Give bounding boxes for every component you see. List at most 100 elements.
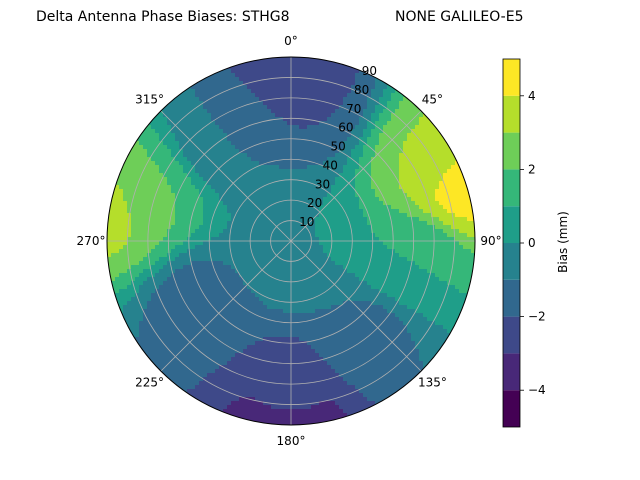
contour-cell xyxy=(203,265,208,270)
contour-cell xyxy=(411,73,416,78)
contour-cell xyxy=(183,69,188,74)
contour-cell xyxy=(463,113,468,118)
contour-cell xyxy=(235,85,240,90)
contour-cell xyxy=(299,117,304,122)
contour-cell xyxy=(451,65,456,70)
contour-cell xyxy=(251,145,256,150)
contour-cell xyxy=(419,233,424,238)
contour-cell xyxy=(339,261,344,266)
contour-cell xyxy=(395,253,400,258)
contour-cell xyxy=(275,73,280,78)
contour-cell xyxy=(119,129,124,134)
contour-cell xyxy=(319,137,324,142)
contour-cell xyxy=(347,157,352,162)
contour-cell xyxy=(123,273,128,278)
contour-cell xyxy=(275,145,280,150)
contour-cell xyxy=(451,177,456,182)
contour-cell xyxy=(251,105,256,110)
contour-cell xyxy=(443,113,448,118)
contour-cell xyxy=(151,129,156,134)
contour-cell xyxy=(239,137,244,142)
contour-cell xyxy=(263,145,268,150)
contour-cell xyxy=(123,69,128,74)
contour-cell xyxy=(383,221,388,226)
contour-cell xyxy=(163,241,168,246)
contour-cell xyxy=(415,237,420,242)
contour-cell xyxy=(383,157,388,162)
contour-cell xyxy=(455,113,460,118)
contour-cell xyxy=(443,237,448,242)
contour-cell xyxy=(315,197,320,202)
contour-cell xyxy=(171,245,176,250)
contour-cell xyxy=(331,121,336,126)
contour-cell xyxy=(255,161,260,166)
contour-cell xyxy=(395,157,400,162)
contour-cell xyxy=(435,245,440,250)
contour-cell xyxy=(279,157,284,162)
contour-cell xyxy=(355,209,360,214)
contour-cell xyxy=(467,197,472,202)
contour-cell xyxy=(115,97,120,102)
contour-cell xyxy=(315,193,320,198)
contour-cell xyxy=(167,85,172,90)
contour-cell xyxy=(267,73,272,78)
contour-cell xyxy=(123,149,128,154)
contour-cell xyxy=(151,197,156,202)
contour-cell xyxy=(123,129,128,134)
contour-cell xyxy=(107,197,112,202)
contour-cell xyxy=(371,225,376,230)
contour-cell xyxy=(403,89,408,94)
contour-cell xyxy=(315,201,320,206)
contour-cell xyxy=(235,257,240,262)
contour-cell xyxy=(211,225,216,230)
contour-cell xyxy=(447,97,452,102)
contour-cell xyxy=(283,117,288,122)
contour-cell xyxy=(159,169,164,174)
contour-cell xyxy=(263,205,268,210)
contour-cell xyxy=(367,213,372,218)
contour-cell xyxy=(195,201,200,206)
contour-cell xyxy=(231,185,236,190)
contour-cell xyxy=(331,185,336,190)
contour-cell xyxy=(167,165,172,170)
contour-cell xyxy=(447,161,452,166)
contour-cell xyxy=(335,237,340,242)
contour-cell xyxy=(411,261,416,266)
contour-cell xyxy=(119,77,124,82)
contour-cell xyxy=(331,189,336,194)
contour-cell xyxy=(383,253,388,258)
contour-cell xyxy=(447,169,452,174)
contour-cell xyxy=(163,157,168,162)
contour-cell xyxy=(271,145,276,150)
contour-cell xyxy=(235,105,240,110)
contour-cell xyxy=(387,169,392,174)
contour-cell xyxy=(351,117,356,122)
contour-cell xyxy=(211,261,216,266)
contour-cell xyxy=(471,161,475,166)
contour-cell xyxy=(251,173,256,178)
contour-cell xyxy=(211,113,216,118)
contour-cell xyxy=(135,149,140,154)
contour-cell xyxy=(311,185,316,190)
contour-cell xyxy=(311,101,316,106)
contour-cell xyxy=(195,85,200,90)
contour-cell xyxy=(347,129,352,134)
contour-cell xyxy=(223,181,228,186)
contour-cell xyxy=(231,201,236,206)
contour-cell xyxy=(175,185,180,190)
contour-cell xyxy=(247,153,252,158)
contour-cell xyxy=(167,233,172,238)
contour-cell xyxy=(175,269,180,274)
contour-cell xyxy=(311,149,316,154)
contour-cell xyxy=(351,61,356,66)
contour-cell xyxy=(167,185,172,190)
contour-cell xyxy=(223,153,228,158)
contour-cell xyxy=(175,221,180,226)
contour-cell xyxy=(159,241,164,246)
contour-cell xyxy=(135,269,140,274)
contour-cell xyxy=(435,181,440,186)
contour-cell xyxy=(143,57,148,62)
contour-cell xyxy=(159,269,164,274)
contour-cell xyxy=(251,181,256,186)
contour-cell xyxy=(219,181,224,186)
